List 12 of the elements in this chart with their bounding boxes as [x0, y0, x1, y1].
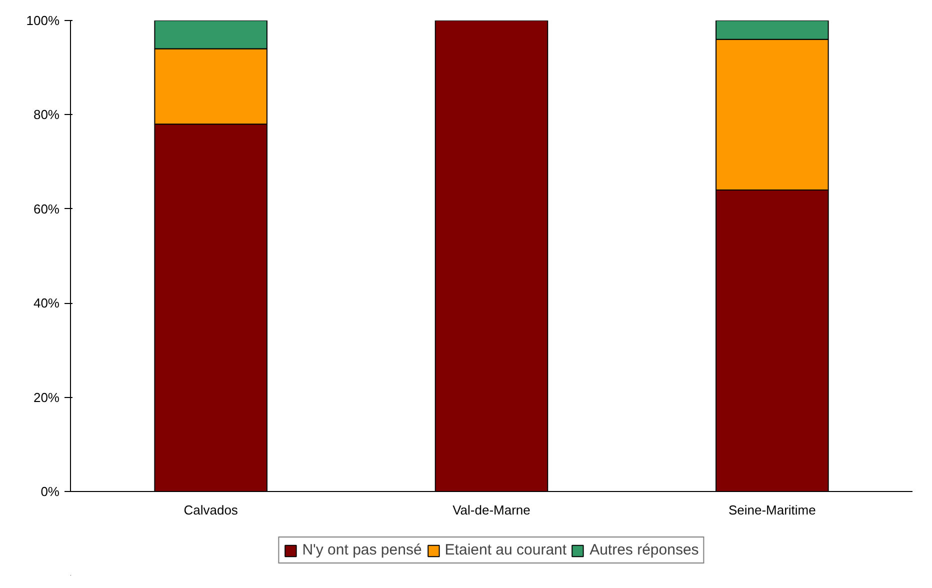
- x-tick-label: Calvados: [184, 502, 238, 518]
- y-tick-label: 20%: [33, 390, 60, 405]
- legend-label: Autres réponses: [590, 542, 699, 558]
- x-tick-label: Seine-Maritime: [728, 502, 816, 518]
- legend-label: Etaient au courant: [444, 542, 567, 558]
- y-tick-label: 100%: [26, 13, 60, 28]
- y-tick-label: 80%: [33, 107, 60, 122]
- x-tick-label: Val-de-Marne: [452, 502, 530, 518]
- y-tick-label: 40%: [33, 296, 60, 311]
- legend-label: N'y ont pas pensé: [302, 542, 422, 558]
- y-tick-label: 0%: [40, 484, 60, 499]
- y-tick-label: 60%: [33, 201, 60, 216]
